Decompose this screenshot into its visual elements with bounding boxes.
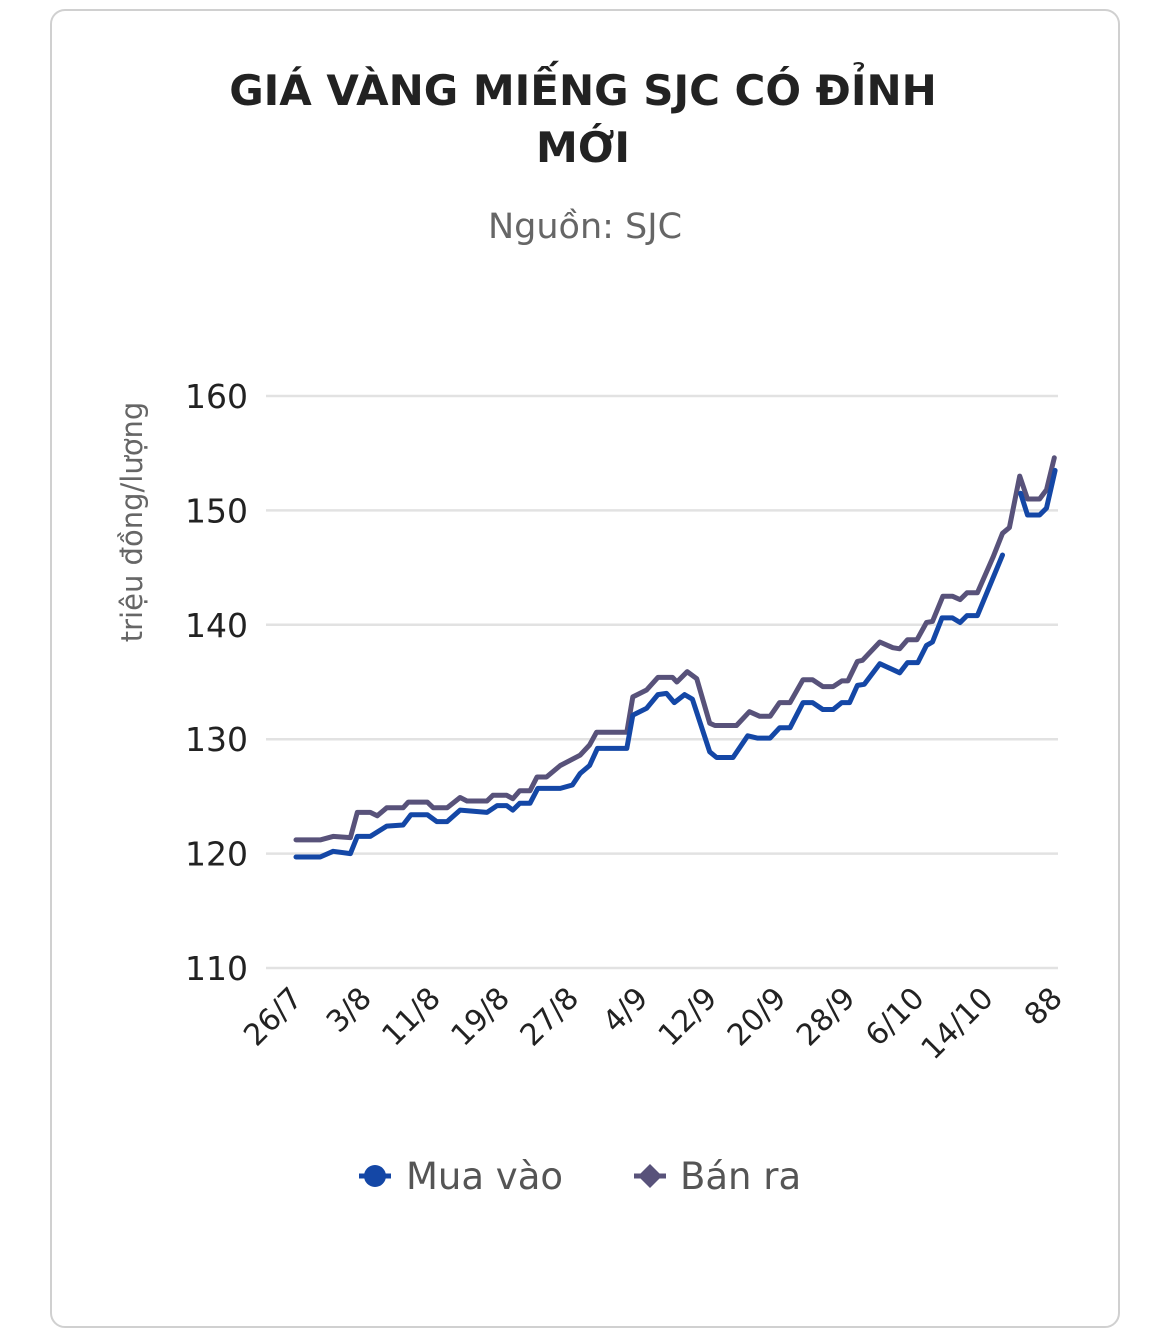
y-tick-label: 130 xyxy=(185,720,248,759)
legend-label-ban-ra: Bán ra xyxy=(680,1155,801,1198)
chart-subtitle: Nguồn: SJC xyxy=(488,207,682,247)
y-axis-label: triệu đồng/lượng xyxy=(115,402,149,642)
chart-card xyxy=(50,9,1120,1328)
series-line-mua-vao xyxy=(293,467,1058,860)
y-tick-label: 150 xyxy=(185,491,248,530)
legend-item-mua-vao[interactable]: Mua vào xyxy=(359,1155,563,1198)
legend-item-ban-ra[interactable]: Bán ra xyxy=(634,1155,801,1198)
y-tick-label: 110 xyxy=(185,949,248,988)
chart-title-line-2: MỚI xyxy=(536,122,630,172)
y-tick-label: 120 xyxy=(185,835,248,874)
legend-circle-icon xyxy=(364,1165,386,1187)
series-line-ban-ra xyxy=(293,455,1057,843)
legend: Mua vào Bán ra xyxy=(359,1155,801,1198)
y-tick-label: 160 xyxy=(185,377,248,416)
chart-title-line-1: GIÁ VÀNG MIẾNG SJC CÓ ĐỈNH xyxy=(229,60,937,115)
legend-label-mua-vao: Mua vào xyxy=(406,1155,563,1198)
legend-diamond-icon xyxy=(638,1164,662,1188)
y-tick-label: 140 xyxy=(185,606,248,645)
